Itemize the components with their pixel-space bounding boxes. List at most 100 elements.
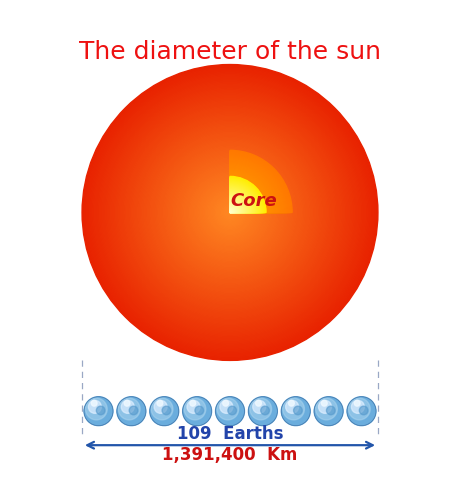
Wedge shape	[230, 178, 264, 212]
Wedge shape	[230, 210, 233, 212]
Wedge shape	[230, 191, 251, 212]
Wedge shape	[230, 196, 246, 212]
Wedge shape	[230, 197, 245, 212]
Text: 1,391,400  Km: 1,391,400 Km	[162, 446, 297, 464]
Wedge shape	[230, 162, 280, 212]
Wedge shape	[230, 192, 249, 212]
Circle shape	[126, 109, 333, 316]
Wedge shape	[230, 202, 240, 212]
Wedge shape	[230, 210, 232, 212]
Circle shape	[174, 157, 285, 268]
Circle shape	[315, 398, 336, 420]
Circle shape	[346, 396, 375, 426]
Circle shape	[183, 166, 276, 260]
Circle shape	[260, 406, 269, 415]
Circle shape	[358, 406, 367, 415]
Circle shape	[217, 398, 238, 420]
Circle shape	[169, 152, 290, 273]
Wedge shape	[230, 171, 271, 212]
Wedge shape	[230, 188, 253, 212]
Circle shape	[129, 112, 330, 314]
Wedge shape	[230, 204, 239, 212]
Wedge shape	[230, 154, 288, 212]
Circle shape	[201, 184, 258, 241]
Wedge shape	[230, 152, 290, 212]
Circle shape	[119, 102, 340, 324]
Wedge shape	[230, 205, 237, 212]
Circle shape	[151, 134, 308, 292]
Circle shape	[95, 78, 364, 347]
Circle shape	[199, 182, 260, 244]
Circle shape	[226, 209, 233, 216]
Circle shape	[177, 160, 282, 266]
Circle shape	[132, 115, 327, 310]
Circle shape	[170, 154, 289, 272]
Wedge shape	[230, 152, 291, 212]
Circle shape	[148, 131, 311, 294]
Wedge shape	[230, 201, 241, 212]
Circle shape	[163, 146, 296, 279]
Wedge shape	[230, 189, 253, 212]
Circle shape	[162, 406, 170, 415]
Wedge shape	[230, 164, 278, 212]
Wedge shape	[230, 165, 277, 212]
Circle shape	[125, 108, 334, 318]
Wedge shape	[230, 210, 233, 212]
Circle shape	[168, 151, 291, 274]
Wedge shape	[230, 170, 272, 212]
Circle shape	[227, 406, 236, 415]
Circle shape	[150, 132, 309, 292]
Wedge shape	[230, 192, 250, 212]
Circle shape	[142, 125, 317, 300]
Circle shape	[215, 396, 244, 426]
Wedge shape	[230, 182, 259, 212]
Circle shape	[211, 194, 248, 231]
Wedge shape	[230, 194, 248, 212]
Wedge shape	[230, 207, 235, 212]
Circle shape	[185, 168, 274, 257]
Circle shape	[90, 73, 369, 352]
Circle shape	[282, 398, 304, 420]
Circle shape	[172, 154, 287, 270]
Circle shape	[204, 186, 255, 238]
Wedge shape	[230, 184, 257, 212]
Text: 109  Earths: 109 Earths	[176, 424, 283, 442]
Circle shape	[92, 74, 367, 350]
Circle shape	[145, 128, 314, 298]
Circle shape	[85, 68, 374, 356]
Circle shape	[288, 400, 294, 406]
Wedge shape	[230, 176, 266, 212]
Circle shape	[110, 93, 349, 332]
Circle shape	[93, 76, 366, 349]
Circle shape	[103, 86, 356, 340]
Circle shape	[84, 67, 375, 358]
Wedge shape	[230, 167, 275, 212]
Circle shape	[152, 135, 307, 290]
Wedge shape	[230, 206, 235, 212]
Wedge shape	[230, 186, 255, 212]
Wedge shape	[230, 206, 236, 212]
Circle shape	[154, 400, 167, 413]
Circle shape	[213, 196, 246, 228]
Circle shape	[188, 170, 271, 254]
Wedge shape	[230, 188, 254, 212]
Circle shape	[117, 396, 146, 426]
Wedge shape	[230, 178, 263, 212]
Circle shape	[293, 406, 302, 415]
Wedge shape	[230, 180, 263, 212]
Circle shape	[157, 400, 162, 406]
Circle shape	[150, 396, 179, 426]
Circle shape	[147, 130, 312, 295]
Wedge shape	[230, 158, 284, 212]
Wedge shape	[230, 193, 249, 212]
Circle shape	[140, 122, 319, 302]
Wedge shape	[230, 182, 261, 212]
Circle shape	[118, 398, 140, 420]
Wedge shape	[230, 197, 245, 212]
Wedge shape	[230, 178, 265, 212]
Circle shape	[123, 105, 336, 320]
Circle shape	[136, 119, 323, 306]
Wedge shape	[230, 206, 237, 212]
Text: The diameter of the sun: The diameter of the sun	[79, 40, 380, 64]
Wedge shape	[230, 156, 285, 212]
